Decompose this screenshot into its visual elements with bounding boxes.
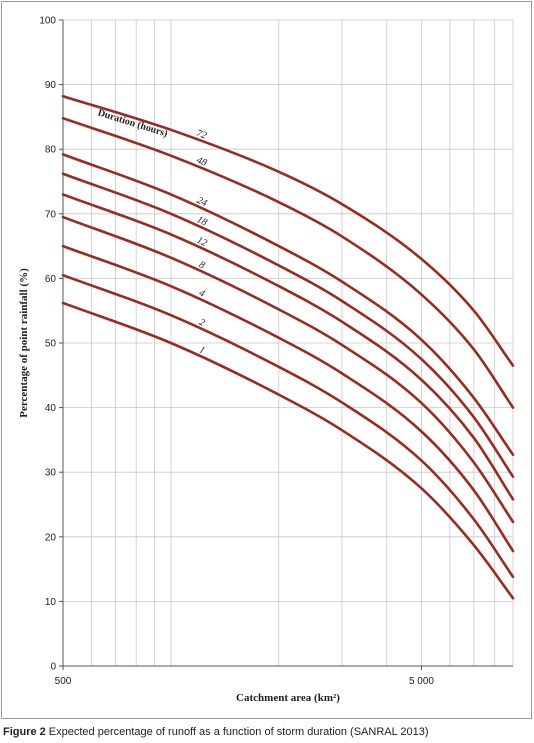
series-line-18 bbox=[61, 172, 515, 479]
chart-axes: 0 10 20 30 40 50 60 70 80 90 100 500 5 000 bbox=[39, 16, 513, 687]
series-label-24: 24 bbox=[195, 195, 209, 209]
series-line-48 bbox=[61, 116, 515, 409]
x-axis-title: Catchment area (km²) bbox=[236, 692, 340, 704]
y-tick-label: 100 bbox=[39, 16, 56, 27]
y-tick-label: 50 bbox=[45, 339, 57, 350]
caption-text: Expected percentage of runoff as a funct… bbox=[48, 726, 429, 738]
series-line-4 bbox=[61, 244, 515, 553]
series-label-1: 1 bbox=[197, 345, 206, 357]
series-line-1 bbox=[61, 301, 515, 600]
series-label-8: 8 bbox=[197, 259, 206, 271]
series-line-2 bbox=[61, 273, 515, 579]
chart-labels: 72 48 24 18 12 8 4 2 1 bbox=[195, 128, 209, 357]
y-tick-label: 60 bbox=[45, 274, 57, 285]
series-line-72 bbox=[61, 94, 515, 367]
series-line-8 bbox=[61, 215, 515, 524]
x-tick-label: 500 bbox=[55, 676, 72, 687]
series-label-12: 12 bbox=[195, 235, 209, 249]
y-tick-label: 10 bbox=[45, 597, 57, 608]
series-line-12 bbox=[61, 193, 515, 501]
series-label-48: 48 bbox=[195, 155, 209, 169]
y-tick-label: 30 bbox=[45, 468, 57, 479]
series-line-24 bbox=[61, 153, 515, 457]
figure-caption: Figure 2 Expected percentage of runoff as… bbox=[3, 726, 429, 738]
series-label-4: 4 bbox=[197, 288, 206, 300]
y-tick-label: 0 bbox=[50, 662, 56, 673]
series-label-18: 18 bbox=[195, 214, 209, 228]
y-tick-label: 80 bbox=[45, 145, 57, 156]
caption-label: Figure 2 bbox=[3, 726, 46, 738]
y-tick-label: 40 bbox=[45, 403, 57, 414]
chart-series bbox=[61, 94, 515, 600]
legend-title: Duration (hours) bbox=[96, 107, 169, 139]
y-tick-label: 20 bbox=[45, 532, 57, 543]
series-label-2: 2 bbox=[197, 317, 206, 329]
chart-grid bbox=[63, 19, 514, 666]
y-axis-title: Percentage of point rainfall (%) bbox=[18, 268, 30, 418]
figure-frame bbox=[1, 1, 532, 719]
x-tick-label: 5 000 bbox=[409, 676, 434, 687]
y-tick-label: 70 bbox=[45, 209, 57, 220]
series-label-72: 72 bbox=[195, 128, 208, 142]
y-tick-label: 90 bbox=[45, 80, 57, 91]
